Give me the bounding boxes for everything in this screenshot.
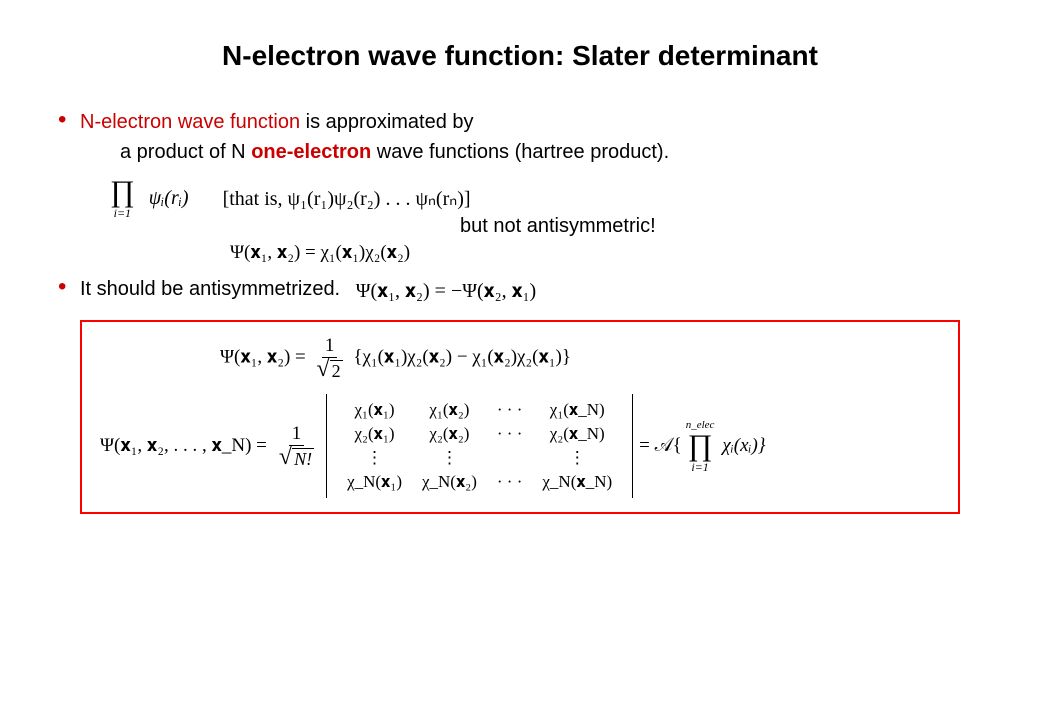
matrix-row: ⋮⋮⋮ [337, 446, 622, 470]
bullet-1-line2: a product of N one-electron wave functio… [120, 137, 990, 167]
num: 1 [322, 336, 338, 358]
prod-body: ψᵢ(rᵢ) [149, 187, 189, 210]
det-lhs: Ψ(𝐱₁, 𝐱₂, . . . , 𝐱_N) = [100, 435, 267, 457]
cell: χ₂(𝐱₁) [337, 422, 412, 446]
n-electron-slater: Ψ(𝐱₁, 𝐱₂, . . . , 𝐱_N) = 1 √N! χ₁(𝐱₁)χ₁(… [100, 394, 940, 498]
cell: χ₂(𝐱₂) [412, 422, 487, 446]
prod-expansion: [that is, ψ₁(r₁)ψ₂(r₂) . . . ψₙ(rₙ)] [223, 186, 471, 211]
frac-1-sqrtN: 1 √N! [276, 424, 317, 468]
prod-sub: i=1 [114, 207, 131, 219]
matrix-row: χ₁(𝐱₁)χ₁(𝐱₂)· · ·χ₁(𝐱_N) [337, 398, 622, 422]
cell: χ_N(𝐱_N) [532, 470, 622, 494]
cell: χ₁(𝐱_N) [532, 398, 622, 422]
cell: · · · [487, 470, 532, 494]
t2: wave functions (hartree product). [377, 141, 669, 163]
cell [487, 446, 532, 470]
cell: · · · [487, 398, 532, 422]
matrix-row: χ₂(𝐱₁)χ₂(𝐱₂)· · ·χ₂(𝐱_N) [337, 422, 622, 446]
frac-1-sqrt2: 1 √2 [314, 336, 346, 380]
slater-determinant-box: Ψ(𝐱₁, 𝐱₂) = 1 √2 {χ₁(𝐱₁)χ₂(𝐱₂) − χ₁(𝐱₂)χ… [80, 320, 960, 514]
sqrt-arg: 2 [330, 360, 343, 380]
sqrt-argN: N! [292, 448, 314, 468]
product-symbol: ∏ i=1 [110, 177, 135, 219]
bullet-1-text: is approximated by [300, 111, 473, 133]
bullet-2: It should be antisymmetrized. Ψ(𝐱₁, 𝐱₂) … [50, 274, 990, 306]
bullet-1: N-electron wave function is approximated… [50, 107, 990, 167]
cell: ⋮ [412, 446, 487, 470]
pbody: χᵢ(xᵢ)} [722, 435, 765, 457]
eq: = 𝒜{ [639, 435, 682, 457]
bullet-2-text: It should be antisymmetrized. [80, 278, 340, 300]
antisymmetric-note: but not antisymmetric! [460, 215, 990, 238]
antisymmetrizer-rhs: = 𝒜{ n_elec ∏ i=1 χᵢ(xᵢ)} [639, 420, 765, 473]
cell: χ₁(𝐱₁) [337, 398, 412, 422]
cell: χ₂(𝐱_N) [532, 422, 622, 446]
matrix-row: χ_N(𝐱₁)χ_N(𝐱₂)· · ·χ_N(𝐱_N) [337, 470, 622, 494]
sqrt-icon: √ [317, 360, 330, 379]
cell: χ_N(𝐱₂) [412, 470, 487, 494]
cell: χ_N(𝐱₁) [337, 470, 412, 494]
antisymmetry-condition: Ψ(𝐱₁, 𝐱₂) = −Ψ(𝐱₂, 𝐱₁) [356, 276, 537, 306]
two-electron-slater: Ψ(𝐱₁, 𝐱₂) = 1 √2 {χ₁(𝐱₁)χ₂(𝐱₂) − χ₁(𝐱₂)χ… [220, 336, 940, 380]
cell: · · · [487, 422, 532, 446]
page-title: N-electron wave function: Slater determi… [50, 40, 990, 72]
hartree-product-formula: ∏ i=1 ψᵢ(rᵢ) [that is, ψ₁(r₁)ψ₂(r₂) . . … [110, 177, 990, 264]
cell: χ₁(𝐱₂) [412, 398, 487, 422]
product-symbol-2: n_elec ∏ i=1 [686, 420, 715, 473]
cell: ⋮ [337, 446, 412, 470]
t1: a product of N [120, 141, 251, 163]
bullet-1-highlight2: one-electron [251, 141, 377, 163]
cell: ⋮ [532, 446, 622, 470]
sl-lhs: Ψ(𝐱₁, 𝐱₂) = [220, 346, 311, 367]
hartree-two-particle: Ψ(𝐱₁, 𝐱₂) = χ₁(𝐱₁)χ₂(𝐱₂) [230, 242, 990, 264]
sl-rhs: {χ₁(𝐱₁)χ₂(𝐱₂) − χ₁(𝐱₂)χ₂(𝐱₁)} [353, 346, 571, 367]
psub: i=1 [691, 461, 708, 473]
determinant-matrix: χ₁(𝐱₁)χ₁(𝐱₂)· · ·χ₁(𝐱_N) χ₂(𝐱₁)χ₂(𝐱₂)· ·… [326, 394, 633, 498]
num2: 1 [289, 424, 305, 446]
sqrt-icon2: √ [279, 448, 292, 467]
bullet-1-highlight: N-electron wave function [80, 111, 300, 133]
